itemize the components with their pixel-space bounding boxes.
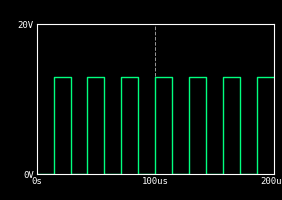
Legend: V(X1:OUTPUT): V(X1:OUTPUT) — [41, 198, 121, 200]
